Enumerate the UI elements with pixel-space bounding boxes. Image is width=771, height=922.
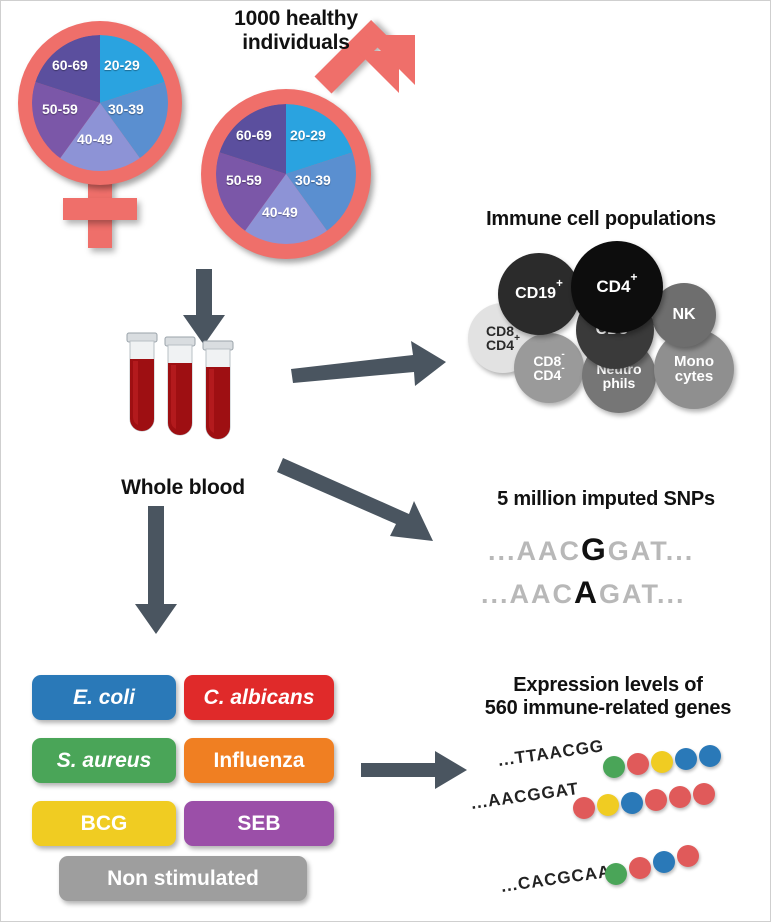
cohort-title-line2: individuals xyxy=(242,31,350,55)
stimulus-seb[interactable]: SEB xyxy=(184,801,334,846)
arrow-blood-to-immune xyxy=(291,341,446,386)
gene-bead-1-4 xyxy=(675,748,697,770)
gene-bead-2-2 xyxy=(597,794,619,816)
snp-sequence-2: ...AACAGAT... xyxy=(481,574,686,611)
snp-seq1-suffix: GAT... xyxy=(607,536,695,566)
gene-strand-label-3: ...CACGCAA xyxy=(499,861,613,896)
expression-title-line2: 560 immune-related genes xyxy=(484,697,732,719)
snp-seq1-prefix: ...AAC xyxy=(488,536,581,566)
stimulus-e-coli[interactable]: E. coli xyxy=(32,675,176,720)
immune-cell-cd19pos: CD19+ xyxy=(498,253,580,335)
female-slice-label-30-39: 30-39 xyxy=(108,101,144,117)
immune-cell-nk: NK xyxy=(652,283,716,347)
gene-bead-3-3 xyxy=(653,851,675,873)
immune-title: Immune cell populations xyxy=(486,208,716,230)
male-symbol: 20-29 30-39 40-49 50-59 60-69 xyxy=(197,19,427,261)
snp-seq2-suffix: GAT... xyxy=(599,579,686,609)
gene-bead-1-5 xyxy=(699,745,721,767)
gene-bead-2-4 xyxy=(645,789,667,811)
gene-bead-1-2 xyxy=(627,753,649,775)
gene-bead-2-1 xyxy=(573,797,595,819)
snp-title: 5 million imputed SNPs xyxy=(497,488,715,510)
female-symbol: 20-29 30-39 40-49 50-59 60-69 xyxy=(7,13,192,248)
female-stem-cross xyxy=(63,198,137,220)
immune-cell-cluster: CD8+CD4+ CD8-CD4- Neutrophils Monocytes … xyxy=(456,241,756,416)
snp-seq2-highlight: A xyxy=(574,574,600,610)
immune-cell-cd4pos: CD4+ xyxy=(571,241,663,333)
stimulus-s-aureus[interactable]: S. aureus xyxy=(32,738,176,783)
male-pie-svg xyxy=(216,104,356,244)
female-pie-svg xyxy=(32,35,168,171)
gene-bead-2-3 xyxy=(621,792,643,814)
female-age-pie: 20-29 30-39 40-49 50-59 60-69 xyxy=(32,35,168,171)
snp-seq2-prefix: ...AAC xyxy=(481,579,574,609)
gene-bead-3-4 xyxy=(677,845,699,867)
gene-strand-label-2: ...AACGGAT xyxy=(469,778,581,813)
male-age-pie: 20-29 30-39 40-49 50-59 60-69 xyxy=(216,104,356,244)
male-slice-label-40-49: 40-49 xyxy=(262,204,298,220)
gene-bead-2-6 xyxy=(693,783,715,805)
stimulus-bcg[interactable]: BCG xyxy=(32,801,176,846)
expression-title: Expression levels of 560 immune-related … xyxy=(453,674,763,720)
stimulus-non-stimulated[interactable]: Non stimulated xyxy=(59,856,307,901)
female-slice-label-60-69: 60-69 xyxy=(52,57,88,73)
male-slice-label-30-39: 30-39 xyxy=(295,172,331,188)
arrow-stimuli-to-expression xyxy=(361,751,467,789)
immune-cell-cd8neg-cd4neg: CD8- CD4- xyxy=(514,333,584,403)
gene-strand-label-1: ...TTAACGG xyxy=(496,736,606,770)
gene-bead-2-5 xyxy=(669,786,691,808)
arrow-blood-to-snps xyxy=(277,458,433,541)
gene-bead-3-2 xyxy=(629,857,651,879)
cohort-title: 1000 healthy individuals xyxy=(181,7,411,55)
male-arrow-head xyxy=(357,35,415,93)
expression-title-line1: Expression levels of xyxy=(513,674,703,696)
female-slice-label-40-49: 40-49 xyxy=(77,131,113,147)
blood-tubes xyxy=(111,331,251,451)
arrow-blood-to-stimuli xyxy=(135,506,177,634)
female-slice-label-20-29: 20-29 xyxy=(104,57,140,73)
male-slice-label-20-29: 20-29 xyxy=(290,127,326,143)
gene-bead-3-1 xyxy=(605,863,627,885)
gene-bead-1-1 xyxy=(603,756,625,778)
arrow-cohort-to-blood xyxy=(183,269,225,345)
stimulus-c-albicans[interactable]: C. albicans xyxy=(184,675,334,720)
male-slice-label-60-69: 60-69 xyxy=(236,127,272,143)
male-slice-label-50-59: 50-59 xyxy=(226,172,262,188)
snp-sequence-1: ...AACGGAT... xyxy=(488,531,694,568)
cohort-title-line1: 1000 healthy xyxy=(234,7,358,30)
whole-blood-label: Whole blood xyxy=(121,476,245,499)
stimulus-influenza[interactable]: Influenza xyxy=(184,738,334,783)
female-slice-label-50-59: 50-59 xyxy=(42,101,78,117)
snp-seq1-highlight: G xyxy=(581,531,608,567)
gene-bead-1-3 xyxy=(651,751,673,773)
